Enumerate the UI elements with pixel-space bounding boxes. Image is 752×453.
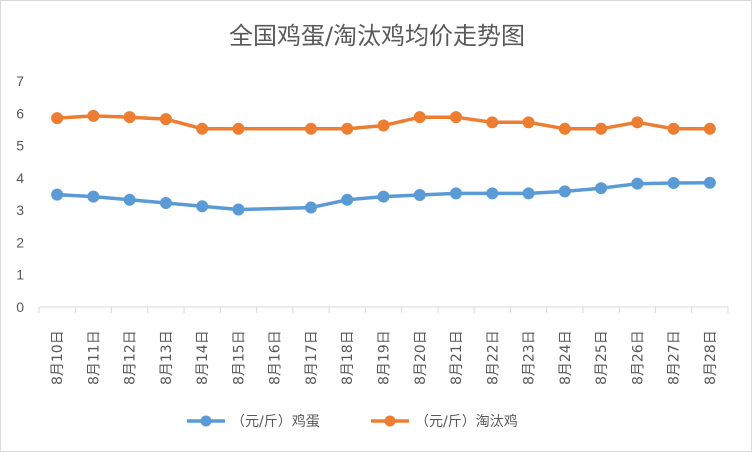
- legend-label: （元/斤）淘汰鸡: [415, 413, 518, 430]
- legend: （元/斤）鸡蛋 （元/斤）淘汰鸡: [187, 413, 518, 430]
- data-point: [595, 182, 608, 195]
- data-point: [232, 203, 245, 216]
- x-tick-label: 8月27日: [667, 330, 683, 385]
- data-point: [450, 187, 463, 200]
- series-line: [55, 180, 712, 212]
- y-tick-label: 7: [16, 73, 24, 89]
- data-point: [413, 188, 426, 201]
- y-tick-label: 6: [16, 105, 24, 121]
- y-tick-label: 2: [16, 234, 24, 250]
- legend-item-2: （元/斤）淘汰鸡: [371, 413, 518, 430]
- data-point: [703, 176, 716, 189]
- data-point: [631, 177, 644, 190]
- x-tick-label: 8月20日: [413, 330, 429, 385]
- data-point: [667, 177, 680, 190]
- y-tick-label: 5: [16, 138, 24, 154]
- data-point: [558, 185, 571, 198]
- series-1: [51, 176, 716, 216]
- data-point: [232, 122, 245, 135]
- x-tick-label: 8月11日: [86, 330, 102, 385]
- data-point: [486, 116, 499, 129]
- data-point: [123, 193, 136, 206]
- x-tick-label: 8月25日: [594, 330, 610, 385]
- data-point: [558, 122, 571, 135]
- y-tick-label: 4: [16, 170, 24, 186]
- x-tick-label: 8月10日: [50, 330, 66, 385]
- legend-item-1: （元/斤）鸡蛋: [187, 413, 320, 430]
- y-tick-label: 3: [16, 202, 24, 218]
- data-point: [595, 122, 608, 135]
- x-tick-label: 8月21日: [449, 330, 465, 385]
- data-point: [304, 201, 317, 214]
- x-tick-label: 8月19日: [377, 330, 393, 385]
- data-point: [667, 122, 680, 135]
- data-point: [377, 190, 390, 203]
- x-tick-label: 8月24日: [558, 330, 574, 385]
- legend-swatch-marker: [200, 415, 212, 427]
- data-point: [51, 112, 64, 125]
- axes: 0 1 2 3 4 5 6 7 8月10日 8月11日 8月12日 8月13日 8月14日 8月15日 8月…: [16, 73, 729, 385]
- series-2: [51, 109, 716, 135]
- y-tick-label: 1: [16, 267, 24, 283]
- data-point: [341, 122, 354, 135]
- legend-label: （元/斤）鸡蛋: [231, 413, 320, 430]
- x-tick-label: 8月12日: [123, 330, 139, 385]
- data-point: [87, 190, 100, 203]
- x-tick-label: 8月28日: [703, 330, 719, 385]
- legend-swatch-marker: [384, 415, 396, 427]
- x-tick-label: 8月22日: [485, 330, 501, 385]
- data-point: [159, 197, 172, 210]
- x-tick-label: 8月23日: [522, 330, 538, 385]
- x-tick-label: 8月14日: [195, 330, 211, 385]
- x-tick-label: 8月18日: [340, 330, 356, 385]
- x-tick-label: 8月26日: [630, 330, 646, 385]
- data-point: [703, 122, 716, 135]
- series-line: [55, 114, 712, 131]
- data-point: [196, 122, 209, 135]
- x-tick-label: 8月17日: [304, 330, 320, 385]
- x-tick-label: 8月15日: [231, 330, 247, 385]
- x-tick-label: 8月16日: [268, 330, 284, 385]
- data-point: [486, 187, 499, 200]
- data-point: [631, 116, 644, 129]
- data-point: [413, 111, 426, 124]
- series-layer: [51, 109, 716, 216]
- data-point: [196, 200, 209, 213]
- data-point: [87, 109, 100, 122]
- data-point: [304, 122, 317, 135]
- x-tick-label: 8月13日: [159, 330, 175, 385]
- data-point: [123, 111, 136, 124]
- data-point: [377, 119, 390, 132]
- data-point: [522, 187, 535, 200]
- data-point: [51, 188, 64, 201]
- data-point: [522, 116, 535, 129]
- data-point: [341, 193, 354, 206]
- chart-title: 全国鸡蛋/淘汰鸡均价走势图: [229, 22, 525, 50]
- data-point: [159, 113, 172, 126]
- y-tick-label: 0: [16, 299, 24, 315]
- data-point: [450, 111, 463, 124]
